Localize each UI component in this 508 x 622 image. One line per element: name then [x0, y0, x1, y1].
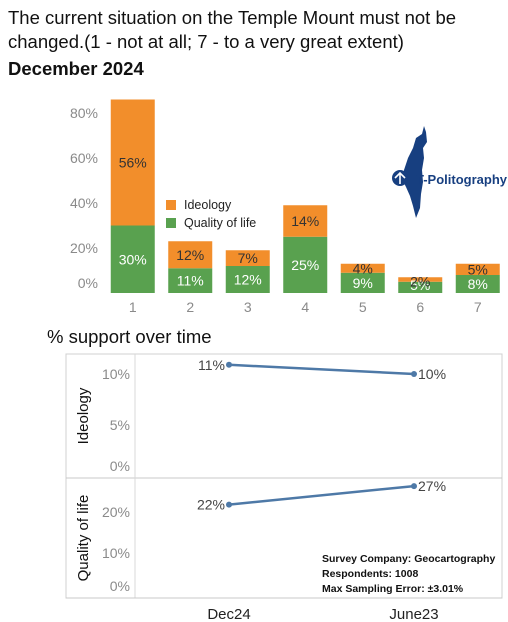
x-tick-label: 5 [359, 299, 367, 315]
section-title: % support over time [47, 326, 212, 347]
y-tick-label: 0% [78, 275, 98, 291]
data-label: 10% [418, 366, 446, 382]
bar-quality-of-life [168, 268, 213, 293]
bar-quality-of-life [225, 266, 270, 293]
panel-title: Ideology [75, 387, 92, 444]
legend-swatch-ideology [166, 200, 176, 210]
data-label-quality-of-life: 5% [410, 277, 430, 293]
data-label-quality-of-life: 25% [291, 257, 319, 273]
stacked-bar-chart: 0% 20% 40% 60% 80% 30% 56% 1 11% 12% 2 12% 7% 3 25% 14%… [70, 99, 500, 315]
data-label: 11% [198, 357, 225, 373]
israel-map-icon [392, 126, 427, 218]
data-label-quality-of-life: 9% [353, 275, 373, 291]
data-label-ideology: 7% [238, 250, 258, 266]
bar-quality-of-life [455, 275, 500, 293]
bar-quality-of-life [398, 281, 443, 293]
data-point [411, 483, 417, 490]
bar-ideology [283, 205, 328, 237]
bar-legend: Ideology Quality of life [166, 196, 256, 232]
data-label-ideology: 4% [353, 260, 373, 276]
legend-label-ideology: Ideology [184, 198, 232, 212]
logo-text: T-Politography [416, 172, 507, 187]
survey-info: Survey Company: Geocartography Responden… [322, 552, 495, 597]
data-label-ideology: 56% [119, 155, 147, 171]
data-label-quality-of-life: 12% [234, 272, 262, 288]
bar-ideology [398, 277, 443, 282]
data-label: 27% [418, 478, 446, 494]
legend-item-quality-of-life: Quality of life [166, 214, 256, 232]
legend-swatch-quality-of-life [166, 218, 176, 228]
chart-title: The current situation on the Temple Moun… [8, 7, 457, 52]
bar-ideology [225, 250, 270, 266]
x-tick-label: 4 [301, 299, 309, 315]
bar-ideology [168, 241, 213, 269]
y-tick-label: 20% [70, 240, 98, 256]
data-label: 22% [197, 497, 225, 513]
y-tick-label: 0% [110, 578, 130, 594]
data-label-ideology: 14% [291, 213, 319, 229]
y-tick-label: 80% [70, 105, 98, 121]
bar-quality-of-life [340, 272, 385, 293]
t-politography-logo: T-Politography [386, 124, 507, 224]
x-tick-label: 6 [416, 299, 424, 315]
data-label-quality-of-life: 11% [177, 273, 204, 289]
y-tick-label: 60% [70, 150, 98, 166]
data-label-ideology: 12% [176, 247, 204, 263]
bar-ideology [110, 99, 155, 226]
data-point [226, 501, 232, 508]
x-tick-label: 3 [244, 299, 252, 315]
survey-error: Max Sampling Error: ±3.01% [322, 583, 464, 595]
data-label-ideology: 5% [468, 261, 488, 277]
survey-company: Survey Company: Geocartography [322, 553, 496, 565]
bar-ideology [455, 263, 500, 275]
y-tick-label: 40% [70, 195, 98, 211]
y-tick-label: 20% [102, 504, 130, 520]
data-label-quality-of-life: 30% [119, 251, 147, 267]
bar-quality-of-life [283, 236, 328, 293]
panel-title: Quality of life [75, 495, 92, 582]
series-line [228, 484, 415, 506]
x-tick-label: June23 [389, 606, 438, 622]
data-label-ideology: 2% [410, 273, 430, 289]
chart-subtitle: December 2024 [8, 58, 144, 79]
y-tick-label: 5% [110, 417, 130, 433]
y-tick-label: 0% [110, 458, 130, 474]
data-point [226, 361, 232, 368]
legend-item-ideology: Ideology [166, 196, 256, 214]
x-tick-label: Dec24 [207, 606, 250, 622]
bar-ideology [340, 263, 385, 273]
y-tick-label: 10% [102, 545, 130, 561]
x-tick-label: 1 [129, 299, 137, 315]
y-tick-label: 10% [102, 366, 130, 382]
survey-respondents: Respondents: 1008 [322, 568, 419, 580]
data-label-quality-of-life: 8% [468, 276, 488, 292]
series-line [228, 363, 415, 376]
legend-label-quality-of-life: Quality of life [184, 216, 257, 230]
bar-quality-of-life [110, 225, 155, 293]
x-tick-label: 7 [474, 299, 482, 315]
x-tick-label: 2 [186, 299, 194, 315]
data-point [411, 371, 417, 377]
